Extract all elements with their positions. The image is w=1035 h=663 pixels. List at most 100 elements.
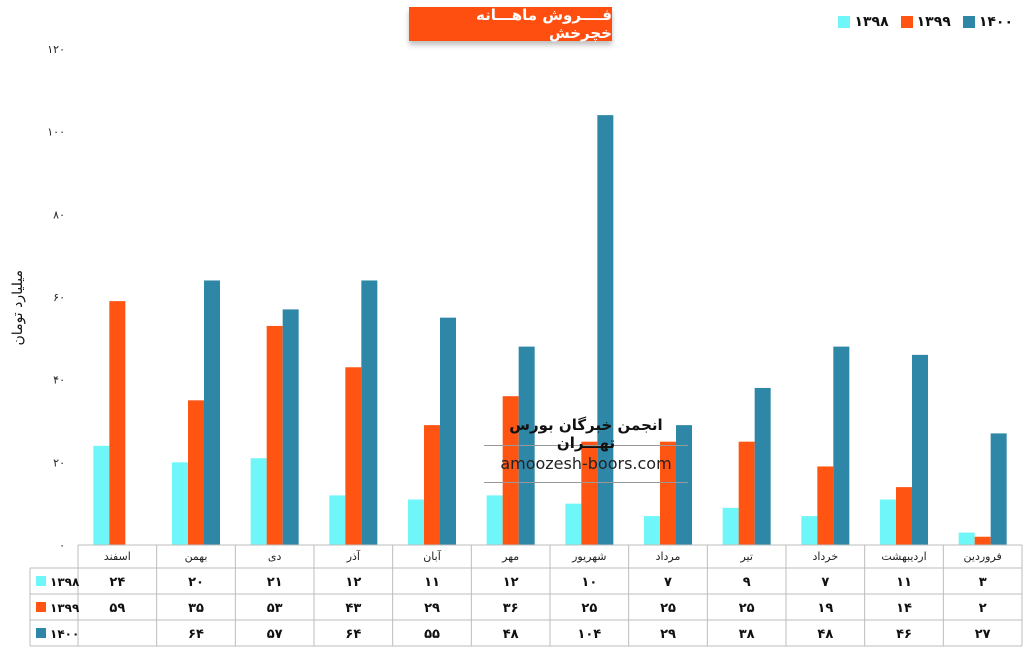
- bar: [250, 458, 267, 545]
- table-cell-value: ۱۴: [896, 601, 912, 616]
- category-label: فروردین: [964, 550, 1002, 563]
- table-series-name: ۱۳۹۸: [50, 575, 80, 589]
- table-cell-value: ۹: [743, 575, 751, 590]
- bar: [188, 400, 204, 545]
- bar: [361, 280, 378, 545]
- bar: [738, 441, 755, 545]
- table-cell-value: ۲۰: [188, 575, 204, 590]
- legend-swatch: [838, 16, 851, 28]
- watermark-divider-bottom: [484, 482, 688, 483]
- table-cell-value: ۱۹: [817, 601, 833, 616]
- table-cell-value: ۵۳: [267, 601, 283, 616]
- category-label: شهریور: [571, 550, 606, 563]
- table-cell-value: ۱۱: [896, 575, 912, 590]
- legend: ۱۴۰۰ ۱۳۹۹ ۱۳۹۸: [838, 14, 1013, 30]
- table-cell-value: ۱۲: [503, 575, 519, 590]
- table-cell-value: ۲۱: [267, 575, 283, 590]
- legend-label: ۱۴۰۰: [978, 14, 1013, 30]
- y-tick-label: ۴۰: [53, 374, 65, 387]
- legend-item: ۱۴۰۰: [962, 14, 1013, 30]
- table-cell-value: ۳۵: [188, 601, 204, 616]
- watermark-title: انجمن خبرگان بورس تهـــران: [509, 416, 663, 452]
- table-cell-value: ۵۷: [267, 627, 283, 642]
- table-cell-value: ۲۹: [660, 627, 676, 642]
- bar: [817, 466, 834, 545]
- table-cell-value: ۴۳: [345, 601, 361, 616]
- category-label: مهر: [501, 550, 519, 563]
- table-cell-value: ۵۵: [424, 627, 440, 642]
- category-label: آبان: [423, 549, 441, 563]
- bar: [990, 433, 1007, 545]
- bar: [282, 309, 299, 545]
- table-cell-value: ۲۵: [739, 601, 755, 616]
- table-cell-value: ۶۴: [188, 627, 204, 642]
- bar: [597, 115, 614, 545]
- table-cell-value: ۷: [664, 575, 672, 590]
- table-cell-value: ۱۱: [424, 575, 440, 590]
- bar: [676, 425, 692, 545]
- table-cell-value: ۴۸: [503, 627, 519, 642]
- table-legend-swatch: [36, 602, 46, 612]
- y-tick-label: ۸۰: [53, 208, 65, 221]
- watermark-url: amoozesh-boors.com: [500, 454, 672, 473]
- bar: [440, 317, 456, 545]
- legend-item: ۱۳۹۹: [900, 14, 951, 30]
- chart-title: فــــروش ماهـــانه خچرخش: [409, 6, 612, 42]
- category-label: اردیبهشت: [881, 550, 926, 563]
- bar: [801, 516, 818, 545]
- bar: [502, 396, 519, 545]
- bar: [912, 354, 928, 545]
- table-cell-value: ۷: [821, 575, 829, 590]
- bar: [722, 507, 739, 545]
- bar: [408, 499, 424, 545]
- table-legend-swatch: [36, 628, 46, 638]
- y-tick-label: ۰: [59, 539, 65, 552]
- bar: [754, 387, 771, 545]
- category-label: آذر: [346, 549, 361, 563]
- bar: [345, 367, 362, 545]
- category-label: بهمن: [185, 550, 208, 563]
- table-cell-value: ۴۸: [817, 627, 833, 642]
- bar: [833, 346, 850, 545]
- table-cell-value: ۶۴: [345, 627, 361, 642]
- table-cell-value: ۱۰: [581, 575, 597, 590]
- category-label: دی: [268, 550, 282, 563]
- table-cell-value: ۲: [979, 601, 987, 616]
- legend-item: ۱۳۹۸: [838, 14, 889, 30]
- bar: [329, 495, 346, 545]
- table-cell-value: ۲۷: [975, 627, 991, 642]
- y-tick-label: ۲۰: [53, 456, 65, 469]
- table-legend-swatch: [36, 576, 46, 586]
- category-label: اسفند: [104, 550, 131, 563]
- bar: [880, 499, 896, 545]
- bar: [581, 441, 598, 545]
- category-label: مرداد: [656, 550, 681, 563]
- bar: [424, 425, 440, 545]
- table-series-name: ۱۳۹۹: [50, 601, 80, 615]
- table-cell-value: ۲۵: [660, 601, 676, 616]
- table-cell-value: ۲۹: [424, 601, 440, 616]
- y-tick-label: ۱۰۰: [47, 126, 65, 139]
- table-cell-value: ۵۹: [109, 601, 125, 616]
- legend-label: ۱۳۹۸: [854, 14, 889, 30]
- bar: [974, 536, 991, 545]
- table-cell-value: ۳۶: [503, 601, 519, 616]
- table-series-name: ۱۴۰۰: [50, 627, 79, 641]
- y-tick-label: ۶۰: [53, 291, 65, 304]
- table-cell-value: ۱۰۴: [577, 627, 601, 642]
- bar: [958, 532, 975, 545]
- table-cell-value: ۱۲: [345, 575, 361, 590]
- category-label: تیر: [739, 550, 752, 563]
- legend-swatch: [900, 16, 913, 28]
- watermark-divider-top: [484, 445, 688, 446]
- bar: [172, 462, 188, 545]
- bar: [565, 503, 582, 545]
- category-label: خرداد: [812, 550, 838, 563]
- table-cell-value: ۲۵: [581, 601, 597, 616]
- legend-label: ۱۳۹۹: [916, 14, 951, 30]
- legend-swatch: [962, 16, 975, 28]
- bar: [266, 325, 283, 545]
- bar: [660, 441, 676, 545]
- table-cell-value: ۳: [979, 575, 987, 590]
